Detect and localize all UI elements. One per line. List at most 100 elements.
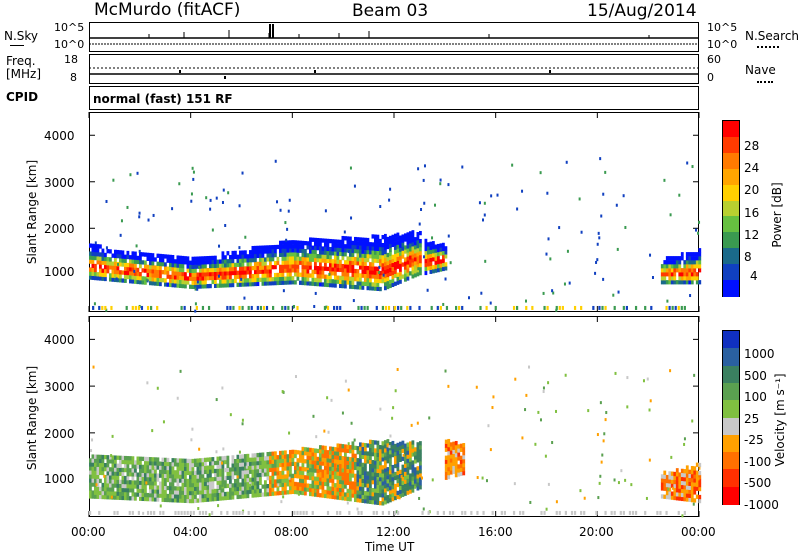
heatmap-cell: [351, 272, 355, 278]
heatmap-cell: [94, 454, 97, 459]
heatmap-cell: [551, 441, 554, 445]
heatmap-cell: [196, 478, 200, 483]
heatmap-cell: [396, 462, 400, 468]
heatmap-cell: [289, 252, 292, 257]
heatmap-cell: [670, 483, 674, 488]
heatmap-cell: [688, 260, 692, 265]
heatmap-cell: [409, 473, 412, 478]
heatmap-cell: [457, 472, 461, 477]
heatmap-cell: [668, 471, 672, 476]
heatmap-cell: [146, 264, 150, 270]
heatmap-cell: [371, 266, 375, 271]
heatmap-cell: [376, 468, 380, 473]
heatmap-cell: [366, 499, 370, 504]
heatmap-cell: [514, 377, 517, 381]
heatmap-cell: [691, 419, 694, 423]
cpid-value: normal (fast) 151 RF: [93, 92, 233, 106]
heatmap-cell: [286, 256, 290, 261]
heatmap-cell: [685, 469, 689, 474]
heatmap-cell: [266, 277, 270, 282]
heatmap-cell: [659, 510, 662, 515]
heatmap-cell: [494, 305, 497, 310]
heatmap-cell: [414, 253, 417, 258]
heatmap-cell: [256, 456, 260, 462]
heatmap-cell: [293, 510, 296, 515]
heatmap-cell: [336, 275, 340, 280]
heatmap-cell: [341, 263, 345, 269]
heatmap-cell: [685, 497, 689, 502]
heatmap-cell: [316, 257, 320, 263]
heatmap-cell: [329, 246, 332, 252]
heatmap-cell: [624, 478, 627, 482]
heatmap-cell: [216, 267, 220, 272]
heatmap-cell: [429, 257, 433, 262]
heatmap-cell: [99, 462, 102, 468]
heatmap-cell: [449, 261, 452, 265]
heatmap-cell: [304, 451, 307, 456]
heatmap-cell: [281, 454, 285, 459]
heatmap-cell: [224, 475, 227, 481]
heatmap-cell: [396, 240, 400, 245]
heatmap-cell: [215, 450, 218, 454]
heatmap-cell: [186, 260, 190, 265]
heatmap-cell: [139, 264, 142, 269]
heatmap-cell: [348, 510, 351, 515]
heatmap-cell: [326, 258, 330, 264]
heatmap-cell: [395, 510, 398, 514]
heatmap-cell: [351, 485, 355, 490]
heatmap-cell: [401, 488, 405, 493]
heatmap-cell: [344, 480, 347, 485]
heatmap-cell: [229, 475, 232, 480]
heatmap-cell: [399, 485, 402, 491]
heatmap-cell: [301, 280, 305, 286]
heatmap-cell: [670, 272, 674, 277]
heatmap-cell: [226, 271, 230, 276]
heatmap-cell: [179, 259, 182, 264]
heatmap-cell: [414, 447, 417, 452]
heatmap-cell: [269, 459, 272, 465]
heatmap-cell: [296, 248, 300, 253]
heatmap-cell: [279, 240, 282, 246]
heatmap-cell: [391, 484, 395, 490]
heatmap-cell: [276, 455, 280, 460]
heatmap-cell: [214, 275, 217, 280]
heatmap-cell: [685, 264, 689, 269]
freq-left-label-1: Freq.: [6, 54, 36, 68]
heatmap-cell: [673, 272, 677, 277]
heatmap-cell: [439, 178, 442, 182]
heatmap-cell: [389, 187, 392, 191]
heatmap-cell: [194, 470, 197, 475]
heatmap-cell: [693, 373, 696, 377]
heatmap-cell: [91, 482, 95, 487]
heatmap-cell: [356, 462, 360, 467]
heatmap-cell: [259, 245, 262, 250]
heatmap-cell: [376, 282, 380, 287]
heatmap-cell: [274, 280, 277, 286]
heatmap-cell: [272, 305, 275, 310]
heatmap-cell: [224, 271, 227, 276]
heatmap-cell: [685, 256, 689, 261]
heatmap-cell: [215, 398, 218, 402]
heatmap-cell: [457, 448, 461, 453]
colorbar-swatch: [723, 248, 739, 266]
heatmap-cell: [226, 463, 230, 468]
heatmap-cell: [374, 480, 377, 485]
heatmap-cell: [149, 473, 152, 478]
heatmap-cell: [205, 196, 208, 200]
heatmap-cell: [209, 497, 212, 502]
heatmap-cell: [673, 471, 677, 477]
heatmap-cell: [288, 431, 291, 435]
heatmap-cell: [693, 470, 697, 475]
heatmap-cell: [354, 445, 357, 451]
heatmap-cell: [239, 470, 242, 475]
heatmap-cell: [624, 225, 627, 229]
heatmap-cell: [232, 510, 235, 515]
heatmap-cell: [134, 251, 137, 256]
heatmap-cell: [316, 245, 320, 251]
heatmap-cell: [138, 215, 141, 219]
heatmap-cell: [427, 266, 430, 271]
heatmap-cell: [229, 266, 232, 272]
heatmap-cell: [92, 305, 95, 310]
heatmap-cell: [166, 254, 170, 259]
heatmap-cell: [411, 230, 415, 235]
